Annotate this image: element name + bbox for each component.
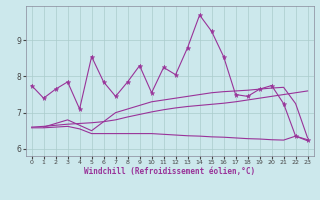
X-axis label: Windchill (Refroidissement éolien,°C): Windchill (Refroidissement éolien,°C) bbox=[84, 167, 255, 176]
